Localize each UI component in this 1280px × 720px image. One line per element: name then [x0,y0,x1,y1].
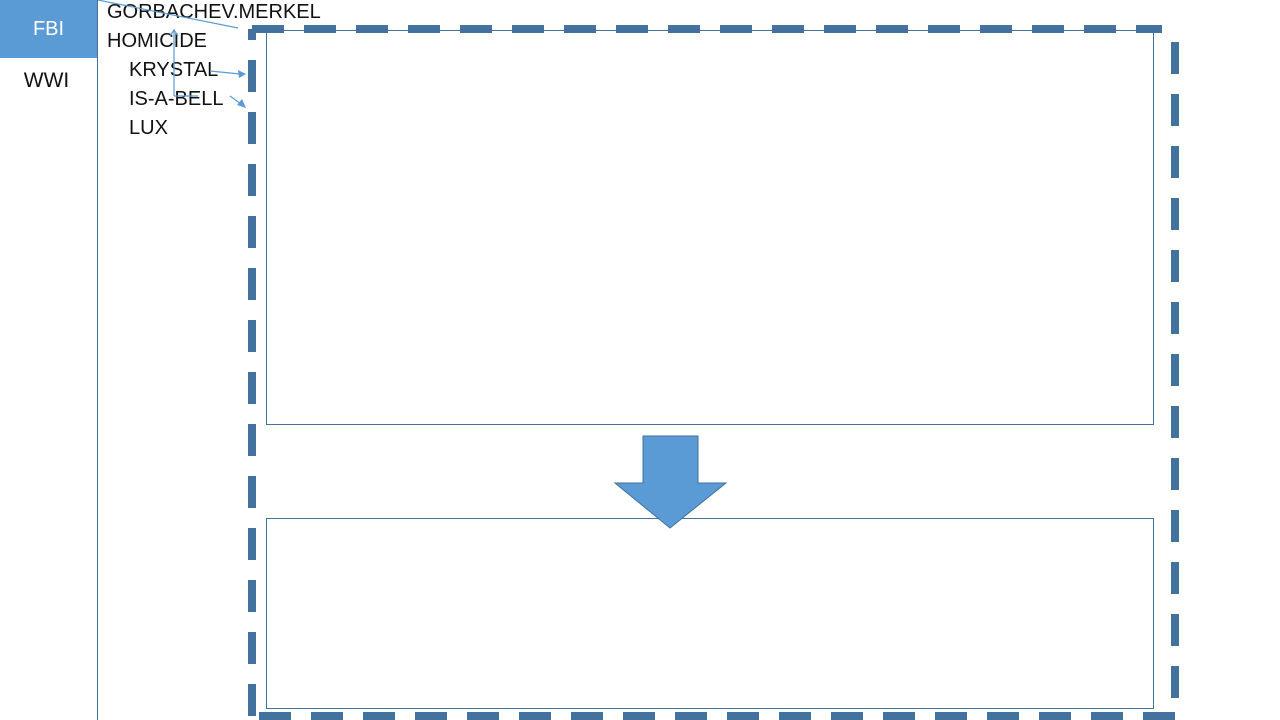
vertical-divider [97,0,98,720]
top-content-box [266,30,1154,425]
connector-line-gorbachev [97,0,239,29]
connector-arrowhead-top [169,28,179,37]
fbi-badge-text: FBI [32,17,65,40]
arrowhead-is-a-bell [237,99,246,108]
arrowhead-krystal [238,70,246,78]
down-arrow [613,435,728,529]
label-lux: LUX [129,117,168,139]
fbi-badge-fill [0,0,97,58]
bottom-content-box [266,518,1154,709]
label-gorbachev-merkel: GORBACHEV.MERKEL [107,1,321,23]
dashed-outer-frame [248,25,1179,720]
arrow-krystal [209,70,241,75]
label-is-a-bell: IS-A-BELL [129,88,224,110]
fbi-badge-text-layer: FBI [0,0,97,58]
wwi-label: WWI [23,69,70,92]
label-homicide: HOMICIDE [107,30,207,52]
